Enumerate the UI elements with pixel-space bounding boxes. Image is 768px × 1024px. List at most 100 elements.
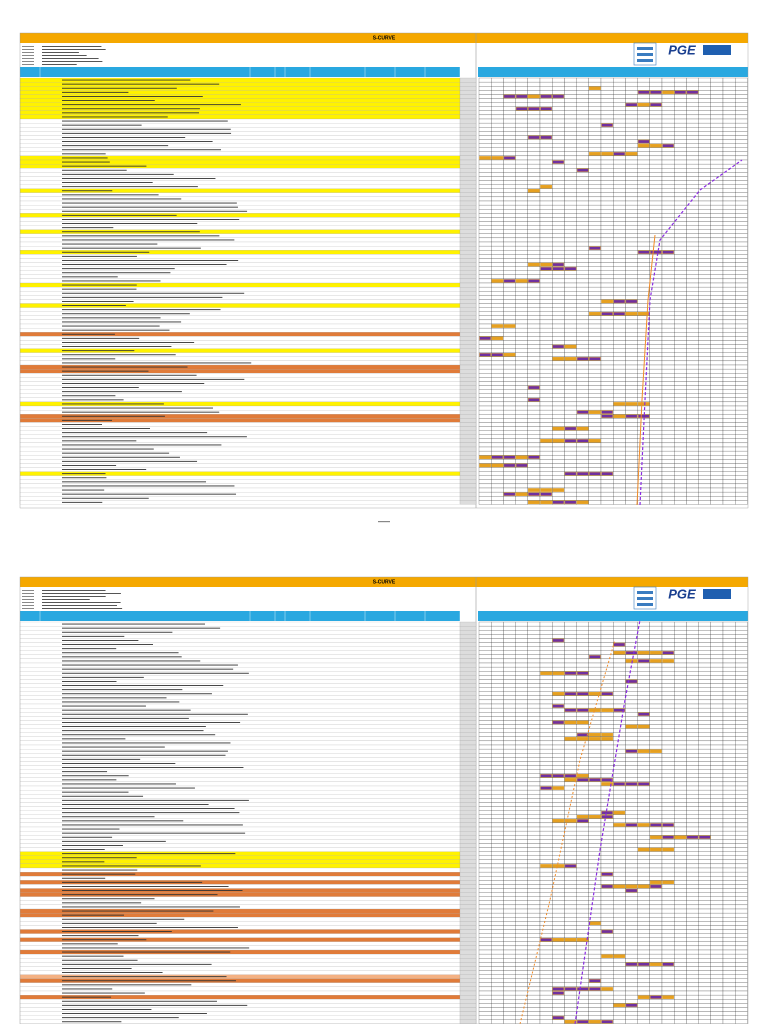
gantt-cell <box>674 139 687 144</box>
gantt-cell <box>478 180 492 185</box>
row-text <box>62 428 150 429</box>
gantt-cell <box>515 744 528 750</box>
gantt-cell <box>503 262 516 267</box>
gantt-cell <box>588 315 602 321</box>
gantt-cell <box>503 740 516 746</box>
gantt-cell <box>649 716 663 721</box>
gantt-cell <box>722 471 736 476</box>
gantt-cell <box>539 459 553 464</box>
info-line <box>42 64 77 65</box>
gantt-cell <box>613 209 626 214</box>
gantt-bar <box>601 872 613 876</box>
gantt-cell <box>686 463 699 468</box>
gantt-cell <box>613 159 626 165</box>
gantt-cell <box>613 859 626 865</box>
gantt-cell <box>722 933 736 938</box>
gantt-bar <box>637 250 650 254</box>
gantt-cell <box>576 662 589 668</box>
gantt-cell <box>661 912 675 918</box>
gantt-cell <box>576 728 589 733</box>
gantt-cell <box>686 446 699 452</box>
gantt-cell <box>576 830 589 836</box>
gantt-cell <box>686 159 699 165</box>
gantt-bar <box>491 455 504 460</box>
gantt-cell <box>491 393 504 398</box>
gantt-cell <box>735 789 748 795</box>
gantt-cell <box>478 77 492 83</box>
info-line <box>42 55 87 56</box>
gantt-cell <box>478 806 492 811</box>
gantt-cell <box>478 86 492 91</box>
gantt-cell <box>600 393 614 398</box>
gantt-cell <box>515 204 528 210</box>
gantt-cell <box>686 229 699 234</box>
gantt-cell <box>710 434 724 439</box>
gantt-cell <box>722 929 736 934</box>
gantt-cell <box>649 728 663 733</box>
gantt-cell <box>710 254 724 259</box>
gantt-cell <box>674 658 687 664</box>
gantt-cell <box>600 200 614 206</box>
gantt-cell <box>722 188 736 193</box>
gantt-cell <box>613 86 626 91</box>
gantt-cell <box>552 687 565 692</box>
gantt-bar <box>637 782 650 786</box>
gantt-cell <box>625 168 638 173</box>
gantt-cell <box>503 135 516 140</box>
gantt-cell <box>625 720 638 725</box>
gantt-cell <box>515 900 528 906</box>
gantt-cell <box>637 859 650 865</box>
gantt-cell <box>478 699 492 705</box>
gantt-cell <box>600 728 614 733</box>
gantt-cell <box>674 409 687 415</box>
gantt-cell <box>576 826 589 832</box>
gantt-cell <box>661 176 675 181</box>
gantt-cell <box>661 740 675 746</box>
gantt-cell <box>576 381 589 386</box>
row-text <box>62 808 235 809</box>
gantt-cell <box>661 630 675 635</box>
gantt-cell <box>527 929 541 934</box>
gantt-cell <box>661 757 675 762</box>
gantt-cell <box>527 340 541 345</box>
gantt-cell <box>649 794 663 799</box>
gantt-cell <box>576 953 589 959</box>
gantt-cell <box>661 131 675 136</box>
gantt-cell <box>539 323 553 329</box>
gantt-cell <box>674 286 687 292</box>
gantt-cell <box>552 496 565 501</box>
gantt-cell <box>661 114 675 120</box>
gantt-cell <box>722 925 736 930</box>
gantt-cell <box>503 937 516 942</box>
gantt-cell <box>649 683 663 688</box>
gantt-cell <box>722 262 736 267</box>
gantt-cell <box>625 348 638 353</box>
row-side <box>459 826 477 832</box>
gantt-cell <box>478 131 492 136</box>
gantt-cell <box>649 94 663 99</box>
gantt-cell <box>613 471 626 476</box>
gantt-cell <box>625 295 638 300</box>
gantt-cell <box>527 888 541 893</box>
gantt-cell <box>649 863 663 869</box>
gantt-cell <box>515 385 528 390</box>
gantt-cell <box>735 332 748 337</box>
gantt-cell <box>722 135 736 140</box>
gantt-cell <box>698 483 711 489</box>
gantt-cell <box>600 794 614 799</box>
gantt-cell <box>649 414 663 419</box>
gantt-cell <box>527 912 541 918</box>
gantt-cell <box>735 892 748 897</box>
gantt-cell <box>637 496 650 501</box>
gantt-cell <box>661 753 675 758</box>
gantt-cell <box>564 81 577 87</box>
gantt-cell <box>600 176 614 181</box>
gantt-cell <box>722 373 736 378</box>
gantt-cell <box>515 270 528 275</box>
gantt-cell <box>588 479 602 485</box>
gantt-cell <box>515 299 528 304</box>
gantt-cell <box>503 381 516 386</box>
gantt-cell <box>539 638 553 643</box>
gantt-cell <box>527 625 541 631</box>
gantt-cell <box>491 753 504 758</box>
